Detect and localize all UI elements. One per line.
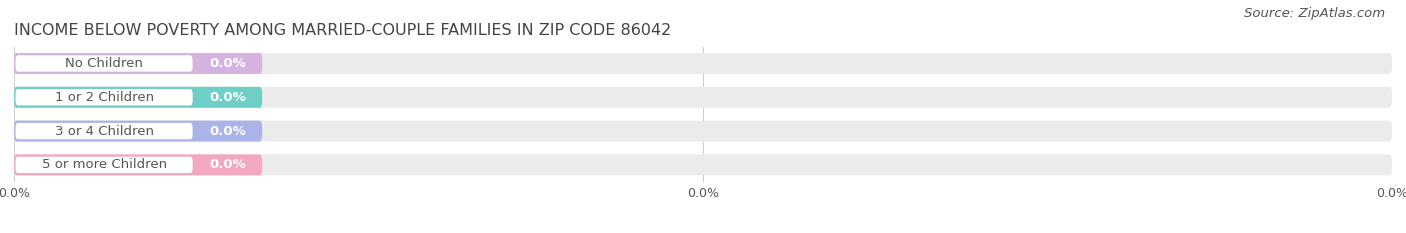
FancyBboxPatch shape [15, 123, 193, 139]
Text: Source: ZipAtlas.com: Source: ZipAtlas.com [1244, 7, 1385, 20]
Text: No Children: No Children [65, 57, 143, 70]
FancyBboxPatch shape [15, 55, 193, 72]
FancyBboxPatch shape [14, 121, 1392, 141]
FancyBboxPatch shape [14, 154, 1392, 175]
Text: 3 or 4 Children: 3 or 4 Children [55, 125, 153, 137]
Text: 0.0%: 0.0% [209, 125, 246, 137]
FancyBboxPatch shape [15, 89, 193, 106]
FancyBboxPatch shape [14, 87, 262, 108]
FancyBboxPatch shape [14, 53, 1392, 74]
FancyBboxPatch shape [14, 121, 262, 141]
FancyBboxPatch shape [14, 53, 262, 74]
Text: 0.0%: 0.0% [209, 158, 246, 171]
Text: INCOME BELOW POVERTY AMONG MARRIED-COUPLE FAMILIES IN ZIP CODE 86042: INCOME BELOW POVERTY AMONG MARRIED-COUPL… [14, 24, 671, 38]
Text: 5 or more Children: 5 or more Children [42, 158, 167, 171]
FancyBboxPatch shape [14, 154, 262, 175]
FancyBboxPatch shape [14, 87, 1392, 108]
FancyBboxPatch shape [15, 157, 193, 173]
Text: 0.0%: 0.0% [209, 91, 246, 104]
Text: 1 or 2 Children: 1 or 2 Children [55, 91, 153, 104]
Text: 0.0%: 0.0% [209, 57, 246, 70]
